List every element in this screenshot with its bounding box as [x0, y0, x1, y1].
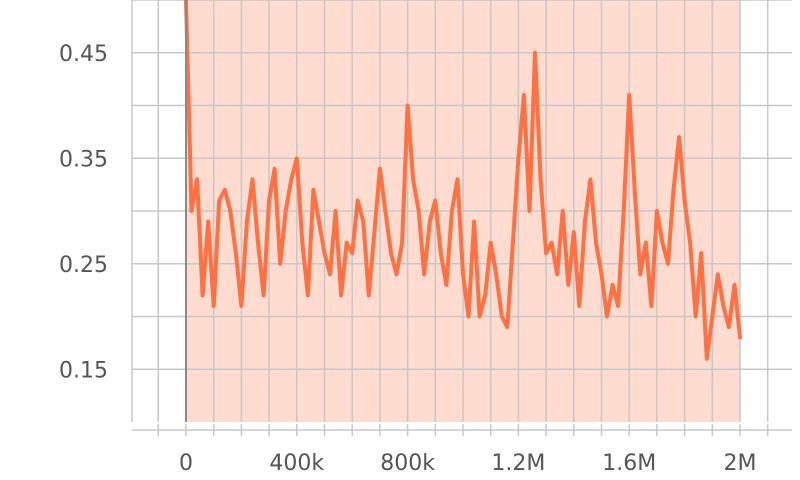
x-tick-label: 1.6M: [602, 451, 656, 476]
series: [184, 0, 742, 422]
x-tick-label: 400k: [269, 451, 324, 476]
y-tick-label: 0.25: [59, 253, 108, 278]
tick-labels: 0.15 0.25 0.35 0.45 0 400k 800k 1.2M 1.6M 2M: [59, 42, 756, 476]
x-tick-label: 800k: [380, 451, 435, 476]
y-tick-label: 0.35: [59, 147, 108, 172]
x-tick-label: 0: [179, 451, 193, 476]
x-tick-label: 2M: [724, 451, 757, 476]
y-tick-label: 0.15: [59, 358, 108, 383]
y-tick-label: 0.45: [59, 42, 108, 67]
axes: [131, 0, 792, 436]
series-line: [184, 0, 742, 361]
x-tick-label: 1.2M: [491, 451, 545, 476]
